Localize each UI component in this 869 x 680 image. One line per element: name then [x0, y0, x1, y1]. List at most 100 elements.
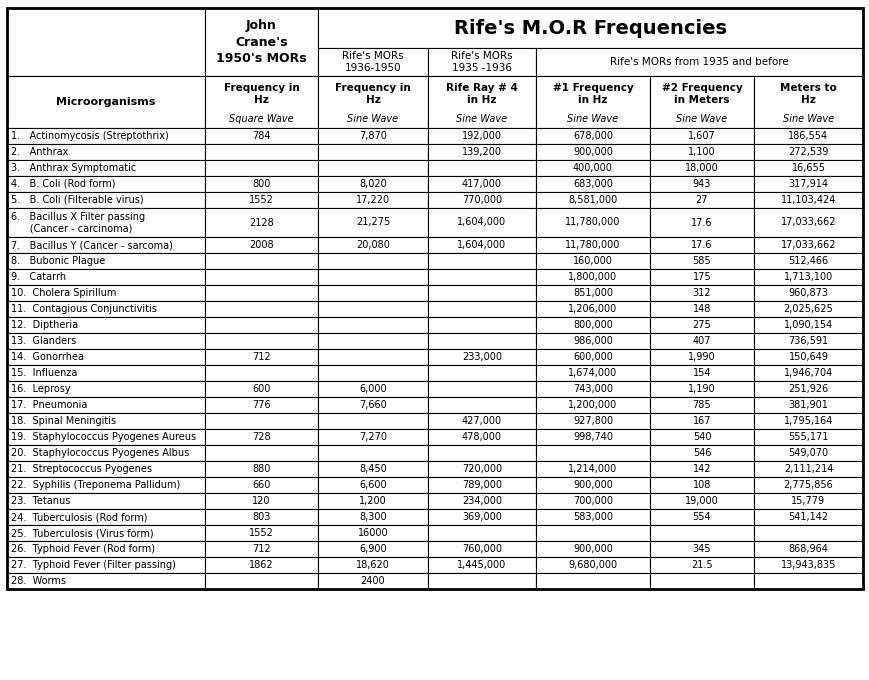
Text: Sine Wave: Sine Wave: [567, 114, 618, 124]
Bar: [753, 445, 862, 461]
Bar: [753, 192, 862, 208]
Bar: [205, 429, 318, 445]
Bar: [753, 557, 862, 573]
Bar: [753, 493, 862, 509]
Bar: [428, 301, 535, 317]
Bar: [205, 461, 318, 477]
Bar: [318, 397, 428, 413]
Bar: [205, 381, 318, 397]
Text: 8,300: 8,300: [359, 512, 387, 522]
Text: 1,604,000: 1,604,000: [457, 218, 506, 228]
Text: 108: 108: [692, 480, 710, 490]
Bar: [7, 269, 205, 285]
Text: 770,000: 770,000: [461, 195, 501, 205]
Bar: [318, 301, 428, 317]
Bar: [428, 48, 535, 76]
Text: 16,655: 16,655: [791, 163, 825, 173]
Bar: [649, 365, 753, 381]
Text: 275: 275: [692, 320, 711, 330]
Text: 8,581,000: 8,581,000: [567, 195, 617, 205]
Text: 2008: 2008: [249, 240, 274, 250]
Text: Sine Wave: Sine Wave: [456, 114, 507, 124]
Text: 540: 540: [692, 432, 711, 442]
Text: 26.  Typhoid Fever (Rod form): 26. Typhoid Fever (Rod form): [11, 544, 155, 554]
Text: Frequency in
Hz: Frequency in Hz: [223, 83, 299, 105]
Bar: [205, 509, 318, 525]
Bar: [318, 285, 428, 301]
Text: 7,870: 7,870: [359, 131, 387, 141]
Bar: [205, 208, 318, 237]
Text: Rife's MORs
1935 -1936: Rife's MORs 1935 -1936: [451, 51, 512, 73]
Bar: [753, 333, 862, 349]
Bar: [205, 8, 318, 76]
Text: 784: 784: [252, 131, 270, 141]
Text: 1,800,000: 1,800,000: [567, 272, 617, 282]
Bar: [649, 160, 753, 176]
Bar: [753, 285, 862, 301]
Bar: [649, 176, 753, 192]
Bar: [649, 285, 753, 301]
Bar: [205, 269, 318, 285]
Text: 1862: 1862: [249, 560, 274, 570]
Bar: [649, 493, 753, 509]
Text: 712: 712: [252, 352, 270, 362]
Bar: [535, 413, 649, 429]
Bar: [7, 493, 205, 509]
Bar: [428, 208, 535, 237]
Bar: [649, 525, 753, 541]
Text: 800,000: 800,000: [573, 320, 613, 330]
Text: 3.   Anthrax Symptomatic: 3. Anthrax Symptomatic: [11, 163, 136, 173]
Bar: [428, 477, 535, 493]
Text: 21.5: 21.5: [690, 560, 712, 570]
Bar: [7, 192, 205, 208]
Bar: [753, 381, 862, 397]
Bar: [535, 208, 649, 237]
Bar: [649, 381, 753, 397]
Bar: [205, 317, 318, 333]
Bar: [649, 557, 753, 573]
Bar: [753, 269, 862, 285]
Text: Rife Ray # 4
in Hz: Rife Ray # 4 in Hz: [446, 83, 517, 105]
Text: 880: 880: [252, 464, 270, 474]
Text: 17.6: 17.6: [691, 218, 712, 228]
Text: 868,964: 868,964: [787, 544, 827, 554]
Text: 1,990: 1,990: [687, 352, 715, 362]
Bar: [205, 477, 318, 493]
Text: 1,713,100: 1,713,100: [783, 272, 833, 282]
Bar: [649, 208, 753, 237]
Text: 16.  Leprosy: 16. Leprosy: [11, 384, 70, 394]
Text: 407: 407: [692, 336, 711, 346]
Bar: [205, 76, 318, 128]
Bar: [7, 381, 205, 397]
Bar: [205, 285, 318, 301]
Text: 554: 554: [692, 512, 711, 522]
Bar: [428, 365, 535, 381]
Bar: [535, 557, 649, 573]
Text: 2400: 2400: [361, 576, 385, 586]
Text: John
Crane's
1950's MORs: John Crane's 1950's MORs: [216, 18, 307, 65]
Text: 11,780,000: 11,780,000: [565, 218, 620, 228]
Text: 585: 585: [692, 256, 711, 266]
Bar: [649, 333, 753, 349]
Text: 6,600: 6,600: [359, 480, 387, 490]
Bar: [318, 365, 428, 381]
Bar: [318, 253, 428, 269]
Text: 512,466: 512,466: [787, 256, 827, 266]
Bar: [7, 128, 205, 144]
Text: 2,111,214: 2,111,214: [783, 464, 833, 474]
Bar: [205, 397, 318, 413]
Text: 1,674,000: 1,674,000: [567, 368, 617, 378]
Bar: [428, 144, 535, 160]
Text: 1,445,000: 1,445,000: [457, 560, 506, 570]
Bar: [205, 128, 318, 144]
Bar: [318, 573, 428, 589]
Text: Sine Wave: Sine Wave: [347, 114, 398, 124]
Text: 2,025,625: 2,025,625: [783, 304, 833, 314]
Bar: [535, 333, 649, 349]
Bar: [318, 413, 428, 429]
Bar: [753, 413, 862, 429]
Text: 19,000: 19,000: [685, 496, 718, 506]
Text: 2128: 2128: [249, 218, 274, 228]
Bar: [428, 381, 535, 397]
Text: 1,100: 1,100: [687, 147, 715, 157]
